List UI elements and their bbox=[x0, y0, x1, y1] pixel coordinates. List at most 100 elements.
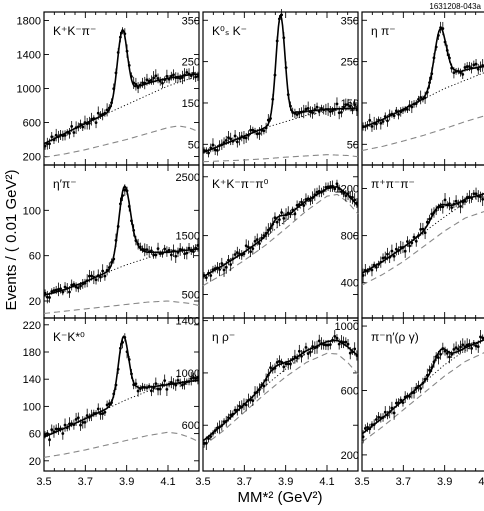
data-point bbox=[463, 199, 467, 203]
data-point bbox=[65, 286, 69, 290]
data-point bbox=[346, 103, 350, 106]
data-point bbox=[81, 420, 85, 424]
data-point bbox=[213, 429, 217, 432]
data-point bbox=[363, 427, 367, 430]
data-point bbox=[262, 384, 266, 388]
data-point bbox=[351, 108, 354, 112]
data-point bbox=[463, 66, 467, 69]
data-point bbox=[372, 423, 376, 426]
data-point bbox=[63, 423, 67, 427]
data-point bbox=[368, 427, 372, 431]
data-point bbox=[326, 107, 330, 111]
data-point bbox=[147, 79, 151, 83]
data-point bbox=[187, 380, 191, 383]
data-point bbox=[377, 415, 381, 419]
data-point bbox=[293, 212, 297, 216]
data-point bbox=[246, 399, 250, 402]
data-point bbox=[370, 423, 374, 427]
data-point bbox=[251, 128, 255, 132]
data-point bbox=[331, 109, 334, 113]
y-tick-label: 250 bbox=[341, 57, 359, 69]
data-point bbox=[315, 190, 319, 194]
data-point bbox=[443, 40, 447, 44]
data-point bbox=[185, 251, 189, 255]
data-point bbox=[311, 196, 315, 200]
y-tick-label: 1400 bbox=[176, 316, 200, 328]
data-point bbox=[394, 109, 398, 113]
data-point bbox=[410, 241, 414, 245]
data-point bbox=[313, 108, 317, 111]
panel-title: K⁻K*⁰ bbox=[53, 330, 85, 344]
data-point bbox=[246, 245, 250, 249]
data-point bbox=[410, 391, 414, 395]
data-point bbox=[85, 122, 89, 126]
data-point bbox=[165, 74, 169, 78]
data-point bbox=[344, 103, 348, 107]
data-point bbox=[90, 414, 94, 417]
data-point bbox=[204, 441, 208, 445]
data-point bbox=[405, 240, 409, 243]
data-point bbox=[118, 202, 122, 206]
data-point bbox=[428, 217, 431, 221]
data-point bbox=[167, 77, 171, 81]
data-point bbox=[333, 334, 337, 338]
data-point bbox=[152, 386, 156, 390]
data-point bbox=[165, 387, 169, 391]
data-point bbox=[470, 196, 474, 200]
data-point bbox=[401, 246, 405, 249]
data-point bbox=[134, 82, 138, 86]
data-point bbox=[233, 408, 237, 412]
data-point bbox=[99, 412, 102, 416]
data-point bbox=[282, 216, 286, 220]
y-tick-label: 50 bbox=[347, 139, 359, 151]
data-point bbox=[242, 402, 246, 406]
y-tick-label: 350 bbox=[182, 15, 200, 27]
data-point bbox=[209, 435, 213, 438]
data-point bbox=[331, 338, 334, 342]
data-point bbox=[192, 71, 195, 75]
data-point bbox=[125, 189, 129, 193]
data-point bbox=[211, 143, 215, 147]
data-point bbox=[461, 200, 465, 204]
data-point bbox=[297, 349, 301, 353]
data-point bbox=[454, 199, 458, 203]
data-point bbox=[289, 104, 292, 108]
data-point bbox=[167, 248, 171, 252]
data-point bbox=[178, 248, 182, 251]
data-point bbox=[112, 257, 116, 261]
data-point bbox=[103, 274, 107, 278]
data-point bbox=[56, 135, 60, 139]
panel-title: η′π⁻ bbox=[53, 177, 77, 191]
data-point bbox=[348, 195, 352, 199]
data-point bbox=[43, 433, 47, 437]
y-axis-title: Events / ( 0.01 GeV²) bbox=[3, 170, 20, 311]
data-point bbox=[454, 346, 458, 350]
data-point bbox=[76, 286, 80, 290]
data-point bbox=[291, 357, 295, 361]
data-point bbox=[61, 432, 65, 435]
data-point bbox=[474, 344, 478, 348]
data-point bbox=[311, 345, 315, 348]
data-point bbox=[448, 355, 451, 359]
data-point bbox=[368, 267, 372, 271]
data-point bbox=[132, 228, 136, 232]
data-point bbox=[377, 262, 381, 266]
data-point bbox=[470, 346, 474, 350]
data-point bbox=[430, 366, 434, 370]
data-point bbox=[465, 343, 469, 347]
data-point bbox=[399, 398, 403, 402]
data-point bbox=[467, 65, 471, 68]
data-point bbox=[145, 78, 149, 82]
data-point bbox=[70, 422, 74, 426]
data-point bbox=[154, 74, 158, 78]
data-point bbox=[255, 132, 259, 136]
data-point bbox=[289, 212, 292, 216]
data-point bbox=[320, 191, 323, 194]
data-point bbox=[374, 418, 378, 421]
data-point bbox=[383, 256, 387, 259]
data-point bbox=[189, 377, 193, 381]
data-point bbox=[229, 137, 233, 141]
panel-frame bbox=[202, 317, 359, 472]
data-point bbox=[337, 187, 341, 190]
